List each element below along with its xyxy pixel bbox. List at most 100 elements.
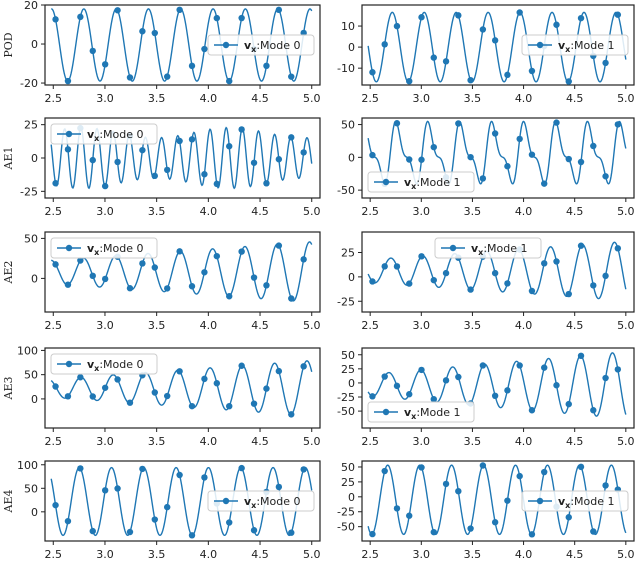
legend-box xyxy=(50,237,158,259)
series-marker xyxy=(250,400,258,407)
series-marker xyxy=(77,465,84,472)
legend-label: vx:Mode 0 xyxy=(87,358,144,373)
series-marker xyxy=(504,497,511,504)
panel-AE4-1: 2.5 3.0 3.5 4.0 4.5 5.0 50 25 0 -25 -50 vx:Mode 1 xyxy=(337,460,635,561)
series-marker xyxy=(213,14,221,22)
series-marker xyxy=(64,393,72,400)
series-marker xyxy=(275,483,283,491)
series-line xyxy=(367,120,627,185)
series-marker xyxy=(430,276,437,284)
panel-AE1-1: 2.5 3.0 3.5 4.0 4.5 5.0 50 0 -50 vx:Mode 1 xyxy=(337,117,635,218)
x-tick-label: 4.0 xyxy=(515,548,533,561)
x-tick-label: 3.5 xyxy=(148,205,166,218)
x-tick-label: 5.0 xyxy=(303,435,321,448)
axes-frame xyxy=(44,231,321,313)
series-marker xyxy=(602,482,609,489)
series-marker xyxy=(52,383,59,390)
legend: vx:Mode 0 xyxy=(207,490,315,512)
series-marker xyxy=(393,263,401,270)
series-marker xyxy=(300,363,307,370)
series-marker xyxy=(590,142,597,150)
series-marker xyxy=(553,382,560,389)
series-marker xyxy=(590,528,597,535)
series-marker xyxy=(418,14,425,21)
x-tick-label: 2.5 xyxy=(361,548,379,561)
series-marker xyxy=(52,16,59,23)
series-marker xyxy=(467,286,474,293)
x-tick-label: 4.0 xyxy=(200,435,218,448)
series-marker xyxy=(164,73,171,80)
series-marker xyxy=(491,392,499,399)
series-marker xyxy=(455,488,462,495)
series-marker xyxy=(479,462,487,469)
legend-marker-swatch xyxy=(382,408,390,416)
legend-marker-swatch xyxy=(536,497,544,505)
series-line xyxy=(50,360,313,416)
series-marker xyxy=(541,364,548,371)
series-marker xyxy=(77,13,84,21)
series-line xyxy=(367,352,627,417)
x-tick-label: 5.0 xyxy=(303,548,321,561)
series-marker xyxy=(238,14,245,22)
series-marker xyxy=(288,295,295,302)
y-tick-label: 0 xyxy=(31,506,38,519)
series-marker xyxy=(614,121,622,128)
y-tick-label: -50 xyxy=(337,184,355,197)
x-tick-label: 2.5 xyxy=(45,319,63,332)
legend-label: vx:Mode 0 xyxy=(87,128,144,143)
y-tick-label: 10 xyxy=(341,20,355,33)
x-tick-label: 3.5 xyxy=(464,92,482,105)
series-marker xyxy=(590,407,597,414)
y-tick-label: 100 xyxy=(17,344,38,357)
series-marker xyxy=(541,260,548,267)
series-marker xyxy=(250,159,258,166)
series-line xyxy=(367,464,627,536)
x-tick-label: 3.0 xyxy=(413,92,431,105)
row-label: AE2 xyxy=(2,261,15,285)
series-marker xyxy=(369,69,376,76)
series-marker xyxy=(455,120,462,127)
series-marker xyxy=(614,245,622,252)
series-marker xyxy=(369,278,376,285)
y-tick-label: 50 xyxy=(341,461,355,474)
x-tick-label: 2.5 xyxy=(45,435,63,448)
series-marker xyxy=(393,382,401,390)
series-marker xyxy=(528,67,536,75)
series-marker xyxy=(89,393,96,400)
series-marker xyxy=(565,290,572,298)
x-tick-label: 2.5 xyxy=(45,92,63,105)
series-marker xyxy=(300,256,307,263)
series-marker xyxy=(176,6,183,14)
series-marker xyxy=(275,6,283,14)
y-tick-label: -10 xyxy=(337,62,355,75)
series-marker xyxy=(238,126,245,133)
series-marker xyxy=(213,380,221,387)
y-tick-label: 0 xyxy=(348,271,355,284)
series-marker xyxy=(418,366,425,374)
y-tick-label: -25 xyxy=(337,506,355,519)
x-tick-label: 3.0 xyxy=(96,435,114,448)
x-tick-label: 3.0 xyxy=(413,319,431,332)
series-marker xyxy=(126,285,134,292)
x-tick-label: 5.0 xyxy=(617,92,635,105)
series-marker xyxy=(577,463,585,471)
axes-frame xyxy=(361,231,635,313)
series-marker xyxy=(238,362,245,369)
series-marker xyxy=(188,402,196,410)
series-marker xyxy=(442,58,450,65)
series-marker xyxy=(528,531,536,538)
series-marker xyxy=(101,182,109,190)
legend-box xyxy=(434,237,542,259)
y-tick-label: -50 xyxy=(337,521,355,534)
series-marker xyxy=(300,466,307,473)
x-tick-label: 5.0 xyxy=(617,435,635,448)
y-tick-label: 0 xyxy=(31,38,38,51)
series-marker xyxy=(516,135,523,143)
series-marker xyxy=(164,503,171,511)
series-marker xyxy=(455,373,462,381)
x-tick-label: 5.0 xyxy=(617,319,635,332)
legend-marker-swatch xyxy=(65,360,73,368)
series-marker xyxy=(455,12,462,19)
series-marker xyxy=(52,180,59,187)
x-tick-label: 2.5 xyxy=(45,548,63,561)
